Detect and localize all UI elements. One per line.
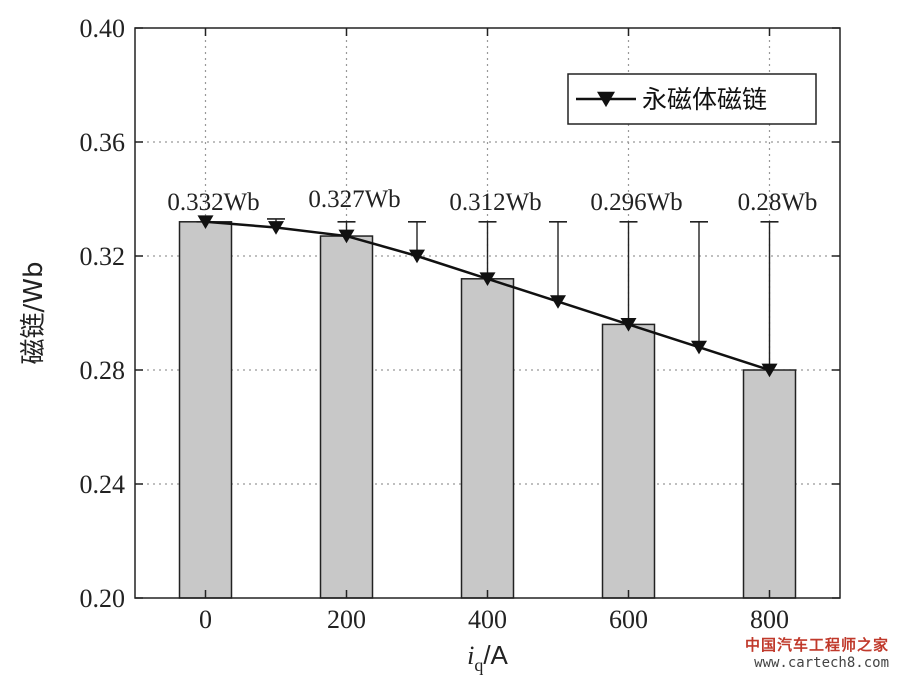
axis-ticks: 0.20 0.24 0.28 0.32 0.36 0.40 0 200 400 600 800	[80, 14, 840, 634]
x-axis-title-sub: q	[474, 655, 483, 675]
bar	[319, 235, 374, 599]
bar-value-label: 0.312Wb	[449, 189, 541, 216]
bar	[460, 278, 515, 599]
y-tick-label: 0.24	[80, 470, 126, 499]
legend-marker-triangle	[597, 91, 615, 108]
series-marker	[197, 215, 214, 229]
x-tick-label: 600	[609, 605, 648, 634]
series-marker	[691, 340, 707, 355]
watermark-site-name: 中国汽车工程师之家	[744, 636, 889, 654]
error-bars	[196, 218, 779, 370]
legend-label: 永磁体磁链	[642, 85, 767, 114]
x-axis-title: iq/A	[467, 640, 508, 675]
x-tick-label: 0	[199, 605, 212, 634]
bar	[601, 323, 656, 599]
x-axis-title-unit: /A	[483, 640, 508, 670]
series-marker	[479, 272, 496, 286]
data-labels: 0.332Wb 0.327Wb 0.312Wb 0.296Wb 0.28Wb	[167, 186, 817, 216]
series-marker	[620, 318, 637, 332]
series-marker	[409, 249, 425, 264]
y-axis-title: 磁链/Wb	[19, 262, 49, 365]
y-tick-label: 0.28	[80, 356, 126, 385]
legend: 永磁体磁链	[567, 73, 817, 125]
x-tick-label: 200	[327, 605, 366, 634]
bar	[742, 369, 797, 599]
bar-value-label: 0.28Wb	[738, 189, 818, 216]
y-tick-label: 0.36	[80, 128, 126, 157]
x-axis-title-main: i	[467, 641, 474, 670]
x-tick-label: 400	[468, 605, 507, 634]
flux-series	[197, 215, 778, 378]
watermark-url: www.cartech8.com	[754, 655, 889, 671]
series-marker	[268, 221, 284, 235]
bar-value-label: 0.332Wb	[167, 189, 259, 216]
series-marker	[338, 229, 355, 244]
y-tick-label: 0.20	[80, 584, 126, 613]
bar-value-label: 0.296Wb	[590, 189, 682, 216]
y-tick-label: 0.32	[80, 242, 126, 271]
series-marker	[550, 295, 566, 309]
y-tick-label: 0.40	[80, 14, 126, 43]
x-tick-label: 800	[750, 605, 789, 634]
bar	[178, 221, 233, 599]
svg-text:iq/A: iq/A	[467, 640, 508, 675]
watermark: 中国汽车工程师之家 www.cartech8.com	[745, 634, 889, 671]
series-marker	[761, 363, 778, 378]
bar-value-label: 0.327Wb	[308, 186, 400, 213]
